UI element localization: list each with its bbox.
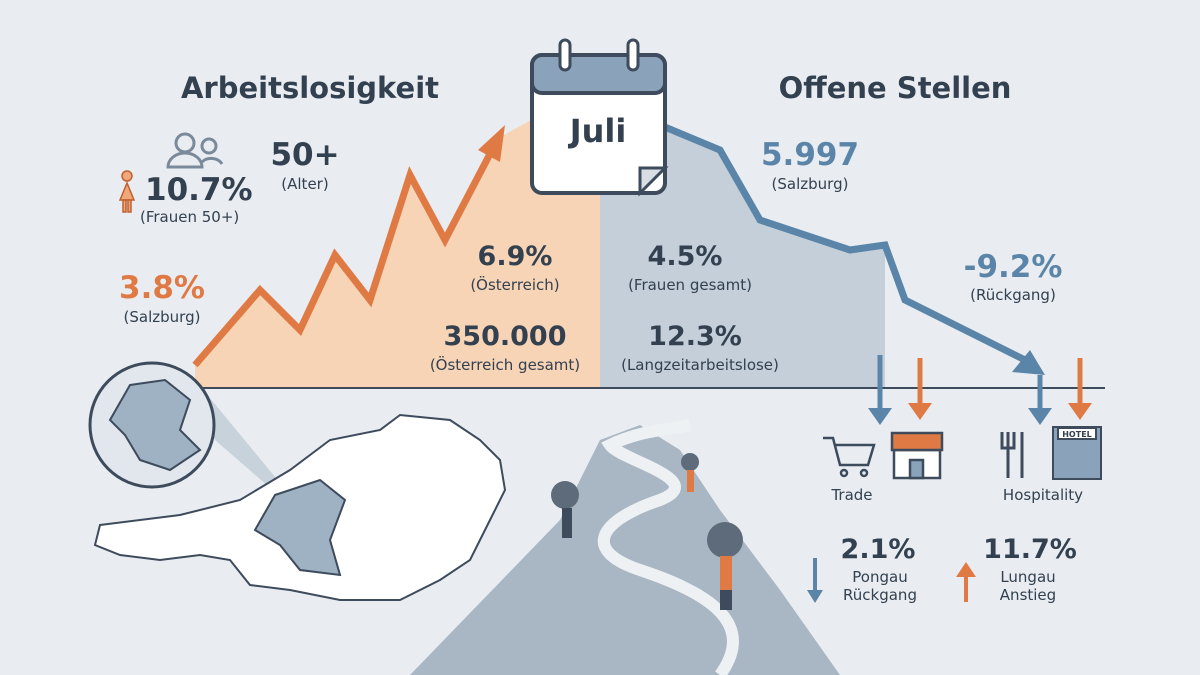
path — [597, 419, 739, 675]
stat-label: (Österreich gesamt) — [430, 355, 580, 374]
up-arrow-head — [956, 562, 976, 577]
hotel-icon — [1052, 426, 1102, 480]
stat-value: 3.8% — [119, 270, 205, 306]
stat-label: (Salzburg) — [124, 308, 201, 326]
climbers — [551, 453, 743, 610]
unemployment-area — [195, 115, 600, 388]
stat-value: 6.9% — [478, 241, 553, 272]
sector-label: Hospitality — [1003, 486, 1083, 504]
people-icon — [166, 132, 224, 169]
woman-icon — [118, 170, 136, 213]
left-title: Arbeitslosigkeit — [181, 71, 439, 105]
stat-label: (Salzburg) — [772, 175, 849, 193]
region-name: Pongau — [852, 568, 907, 586]
sector-arrows — [868, 355, 1092, 425]
hotel-sign: HOTEL — [1062, 430, 1092, 439]
month: Juli — [568, 112, 627, 150]
stat-value: -9.2% — [964, 249, 1063, 285]
stat-label: (Frauen 50+) — [140, 208, 239, 226]
stat-value: 5.997 — [761, 137, 859, 173]
stat-value: 4.5% — [648, 241, 723, 272]
salzburg-region — [253, 478, 347, 577]
region-trend: Anstieg — [1000, 586, 1056, 604]
right-title: Offene Stellen — [779, 71, 1012, 105]
stat-value: 10.7% — [145, 172, 253, 208]
stat-label: (Österreich) — [470, 275, 559, 294]
down-arrow-head — [807, 590, 823, 603]
stat-label: (Rückgang) — [970, 286, 1056, 304]
stat-label: (Frauen gesamt) — [628, 276, 752, 294]
shop-icon — [890, 431, 944, 480]
cart-icon — [823, 436, 876, 478]
stat-value: 12.3% — [648, 321, 742, 352]
stat-label: (Langzeitarbeitslose) — [621, 356, 779, 374]
region-trend: Rückgang — [843, 586, 917, 604]
region-value: 2.1% — [841, 534, 916, 565]
vacancies-line — [658, 121, 1027, 364]
cutlery-icon — [1000, 432, 1024, 478]
unemployment-line — [192, 148, 496, 368]
stat-value: 50+ — [270, 137, 339, 173]
region-name: Lungau — [1000, 568, 1055, 586]
stat-label: (Alter) — [281, 175, 328, 193]
salzburg-zoom — [108, 378, 202, 472]
vacancies-arrowhead — [1012, 350, 1045, 375]
calendar — [530, 38, 669, 197]
unemployment-arrowhead — [478, 125, 505, 162]
stat-value: 350.000 — [444, 321, 567, 352]
vacancies-area — [600, 115, 885, 388]
sector-label: Trade — [830, 486, 872, 504]
mountain — [410, 425, 840, 675]
region-value: 11.7% — [983, 534, 1077, 565]
